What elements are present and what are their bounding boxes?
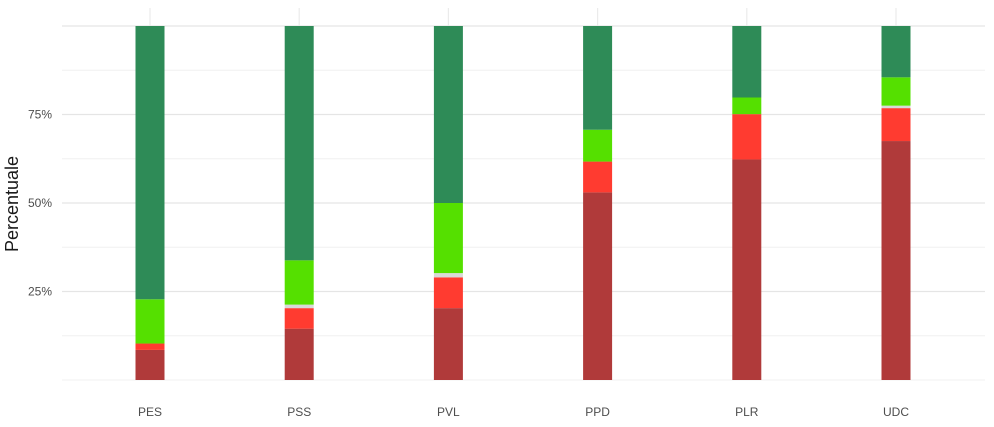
x-tick-label: PPD (585, 405, 610, 419)
bar-segment-plr-3 (732, 97, 762, 115)
bar-segment-plr-4 (732, 26, 762, 98)
y-axis-label: Percentuale (2, 156, 22, 252)
bars (135, 26, 911, 380)
x-tick-label: UDC (883, 405, 909, 419)
bar-segment-pvl-0 (433, 308, 463, 380)
bar-segment-pes-1 (135, 343, 165, 350)
bar-segment-udc-4 (881, 26, 911, 78)
bar-segment-ppd-4 (583, 26, 613, 130)
bar-segment-udc-2 (881, 105, 911, 109)
bar-segment-pss-4 (284, 26, 314, 261)
bar-segment-plr-0 (732, 159, 762, 380)
y-tick-label: 75% (28, 108, 52, 122)
bar-segment-pss-1 (284, 308, 314, 329)
bar-segment-pes-3 (135, 299, 165, 344)
y-axis-ticks: 25% 50% 75% (28, 108, 52, 299)
bar-segment-pes-4 (135, 26, 165, 300)
bar-segment-udc-0 (881, 141, 911, 380)
bar-segment-pss-3 (284, 260, 314, 305)
y-tick-label: 50% (28, 196, 52, 210)
bar-segment-pvl-4 (433, 26, 463, 203)
bar-segment-ppd-0 (583, 192, 613, 380)
x-axis-ticks: PES PSS PVL PPD PLR UDC (138, 405, 909, 419)
x-tick-label: PVL (437, 405, 460, 419)
y-tick-label: 25% (28, 285, 52, 299)
bar-segment-pes-0 (135, 349, 165, 380)
bar-segment-pss-0 (284, 328, 314, 380)
bar-segment-udc-1 (881, 108, 911, 142)
x-tick-label: PES (138, 405, 162, 419)
bar-segment-ppd-3 (583, 129, 613, 162)
x-tick-label: PLR (735, 405, 759, 419)
x-tick-label: PSS (287, 405, 311, 419)
bar-segment-udc-3 (881, 77, 911, 106)
bar-segment-ppd-1 (583, 161, 613, 193)
grid-lines (62, 8, 985, 381)
bar-segment-pvl-3 (433, 203, 463, 274)
bar-segment-pss-2 (284, 304, 314, 309)
bar-segment-pvl-2 (433, 273, 463, 278)
bar-segment-plr-1 (732, 114, 762, 160)
bar-segment-pvl-1 (433, 277, 463, 309)
